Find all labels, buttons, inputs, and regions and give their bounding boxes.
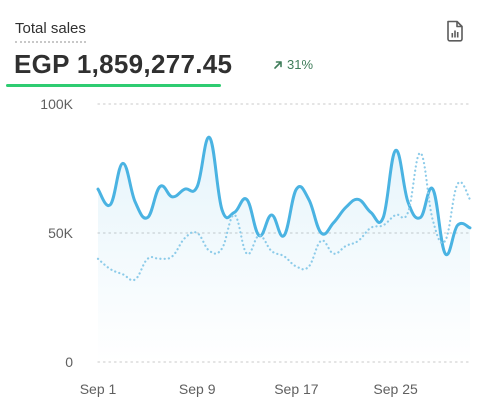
change-indicator: 31% bbox=[273, 57, 313, 73]
arrow-up-right-icon bbox=[274, 61, 282, 69]
y-tick-label: 50K bbox=[48, 225, 74, 241]
x-tick-label: Sep 17 bbox=[274, 381, 319, 397]
total-sales-title[interactable]: Total sales bbox=[15, 20, 86, 43]
x-tick-label: Sep 9 bbox=[179, 381, 216, 397]
y-tick-label: 100K bbox=[40, 96, 73, 112]
total-sales-value: EGP 1,859,277.45 bbox=[14, 49, 233, 79]
y-tick-label: 0 bbox=[65, 354, 73, 370]
current-series-line bbox=[96, 136, 472, 257]
series-area-fill bbox=[98, 137, 470, 362]
comparison-series-line bbox=[96, 151, 472, 282]
x-tick-label: Sep 25 bbox=[373, 381, 418, 397]
report-document-icon[interactable] bbox=[444, 19, 466, 43]
selected-metric-underline bbox=[6, 84, 221, 87]
x-tick-label: Sep 1 bbox=[80, 381, 117, 397]
change-percentage: 31% bbox=[287, 57, 314, 72]
